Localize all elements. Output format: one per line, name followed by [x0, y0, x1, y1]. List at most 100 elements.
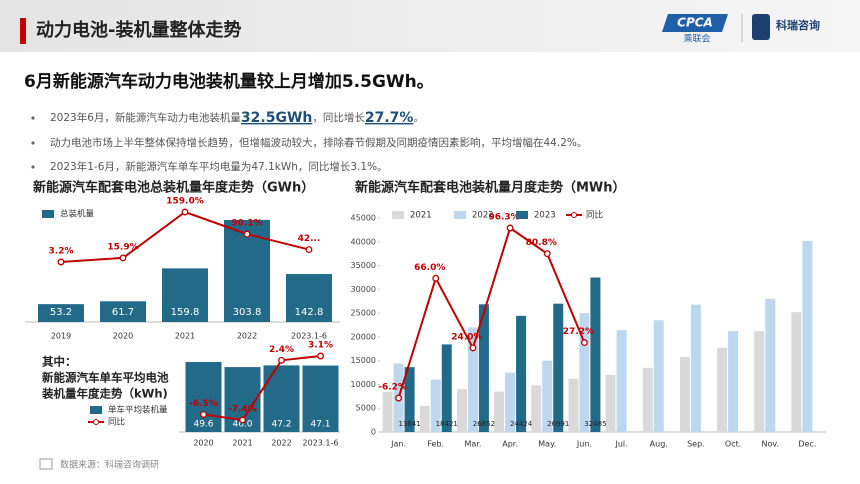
x-tick-label: Feb.: [427, 440, 444, 449]
bar: [185, 362, 222, 432]
legend-label: 同比: [586, 210, 603, 221]
line-label: 3.2%: [49, 247, 74, 257]
legend-label: 2022: [472, 211, 494, 221]
line-label: 159.0%: [166, 197, 204, 207]
bar-label: 53.2: [50, 307, 72, 318]
bar: [382, 392, 393, 432]
bar-label: 47.2: [271, 420, 291, 430]
bar: [791, 312, 802, 432]
legend-swatch: [516, 211, 528, 219]
bar: [516, 315, 527, 432]
x-tick-label: Apr.: [502, 440, 518, 449]
bar: [494, 391, 505, 432]
cpca-logo: [662, 14, 728, 32]
kr-logo: [752, 14, 770, 40]
bullets: 2023年6月，新能源汽车动力电池装机量32.5GWh，同比增长27.7%。动力…: [31, 110, 587, 173]
x-tick-label: 2021: [232, 439, 252, 448]
legend-marker: [571, 212, 577, 218]
bar-label: 32485: [584, 420, 606, 428]
line-label: 96.3%: [488, 213, 519, 223]
line-point: [119, 254, 127, 262]
bar: [100, 301, 146, 322]
bar: [263, 365, 300, 432]
source: 数据来源：科瑞咨询调研: [60, 459, 159, 471]
bar-label: 303.8: [233, 307, 262, 318]
y-tick-label: 10000: [351, 380, 376, 389]
chart-title: 其中：: [42, 355, 77, 369]
line-point: [506, 224, 514, 232]
line-label: -6.5%: [189, 399, 218, 409]
y-tick-label: 40000: [351, 237, 376, 246]
legend-label: 总装机量: [60, 209, 95, 220]
line-point: [432, 274, 440, 282]
y-tick-label: 0: [371, 428, 376, 437]
x-tick-label: 2019: [51, 332, 71, 341]
legend-swatch: [42, 210, 54, 218]
line: [203, 355, 321, 422]
line-label: 66.0%: [414, 263, 445, 273]
legend-label: 2021: [410, 211, 432, 221]
bar: [38, 304, 84, 322]
bullet-dot: [31, 116, 35, 120]
legend-swatch: [90, 406, 102, 414]
x-tick-label: Mar.: [464, 440, 481, 449]
line-label: 3.1%: [308, 341, 333, 351]
bar: [568, 378, 579, 432]
line-label: 90.1%: [231, 219, 262, 229]
x-tick-label: Jul.: [614, 440, 627, 449]
bar: [505, 372, 516, 432]
x-tick-label: Aug.: [650, 440, 668, 449]
x-tick-label: Oct.: [725, 440, 741, 449]
bar: [430, 379, 441, 432]
bar: [162, 268, 208, 322]
x-tick-label: 2022: [271, 439, 291, 448]
line-point: [580, 339, 588, 347]
line-point: [239, 416, 246, 424]
line-point: [57, 258, 65, 266]
x-tick-label: Nov.: [761, 440, 779, 449]
line-label: 2.4%: [269, 345, 294, 355]
chart-title: 新能源汽车配套电池总装机量年度走势（GWh）: [33, 180, 314, 196]
x-tick-label: 2023.1-6: [291, 332, 327, 341]
line-point: [243, 230, 251, 238]
bar: [441, 344, 452, 432]
legend-label: 单车平均装机量: [108, 405, 168, 416]
bullet-dot: [31, 141, 35, 145]
bar: [590, 277, 601, 432]
x-tick-label: 2020: [193, 439, 213, 448]
source-icon: [39, 458, 53, 470]
bar-label: 61.7: [112, 307, 134, 318]
y-tick-label: 35000: [351, 261, 376, 270]
y-tick-label: 30000: [351, 285, 376, 294]
bar: [765, 298, 776, 432]
bar: [419, 405, 430, 432]
y-tick-label: 25000: [351, 309, 376, 318]
chart-title: 新能源汽车配套电池装机量月度走势（MWh）: [355, 180, 626, 196]
x-tick-label: 2020: [113, 332, 133, 341]
line-point: [317, 352, 324, 360]
bar: [642, 367, 653, 432]
line: [60, 210, 310, 263]
bar: [404, 367, 415, 432]
line-point: [395, 394, 403, 402]
line-label: 15.9%: [107, 242, 138, 252]
legend-marker: [93, 419, 99, 425]
line-point: [200, 411, 207, 418]
highlight: 32.5GWh: [241, 110, 312, 126]
chart-title: 装机量年度走势（kWh): [41, 387, 168, 401]
bar: [478, 304, 489, 432]
x-tick-label: Jun.: [576, 440, 592, 449]
bullet-text: 2023年6月，新能源汽车动力电池装机量32.5GWh，同比增长27.7%。: [50, 110, 424, 126]
bullet-dot: [31, 165, 35, 169]
bar-label: 159.8: [171, 307, 200, 318]
bar: [690, 304, 701, 432]
bar-label: 18421: [436, 420, 458, 428]
bar: [653, 320, 664, 432]
bar: [616, 330, 627, 432]
bar: [542, 360, 553, 432]
bar: [802, 240, 813, 432]
charts: 新能源汽车配套电池总装机量年度走势（GWh） 2019 2020 2021 2022 20…: [25, 180, 826, 449]
line-point: [181, 208, 189, 216]
line-label: 42...: [298, 234, 321, 244]
